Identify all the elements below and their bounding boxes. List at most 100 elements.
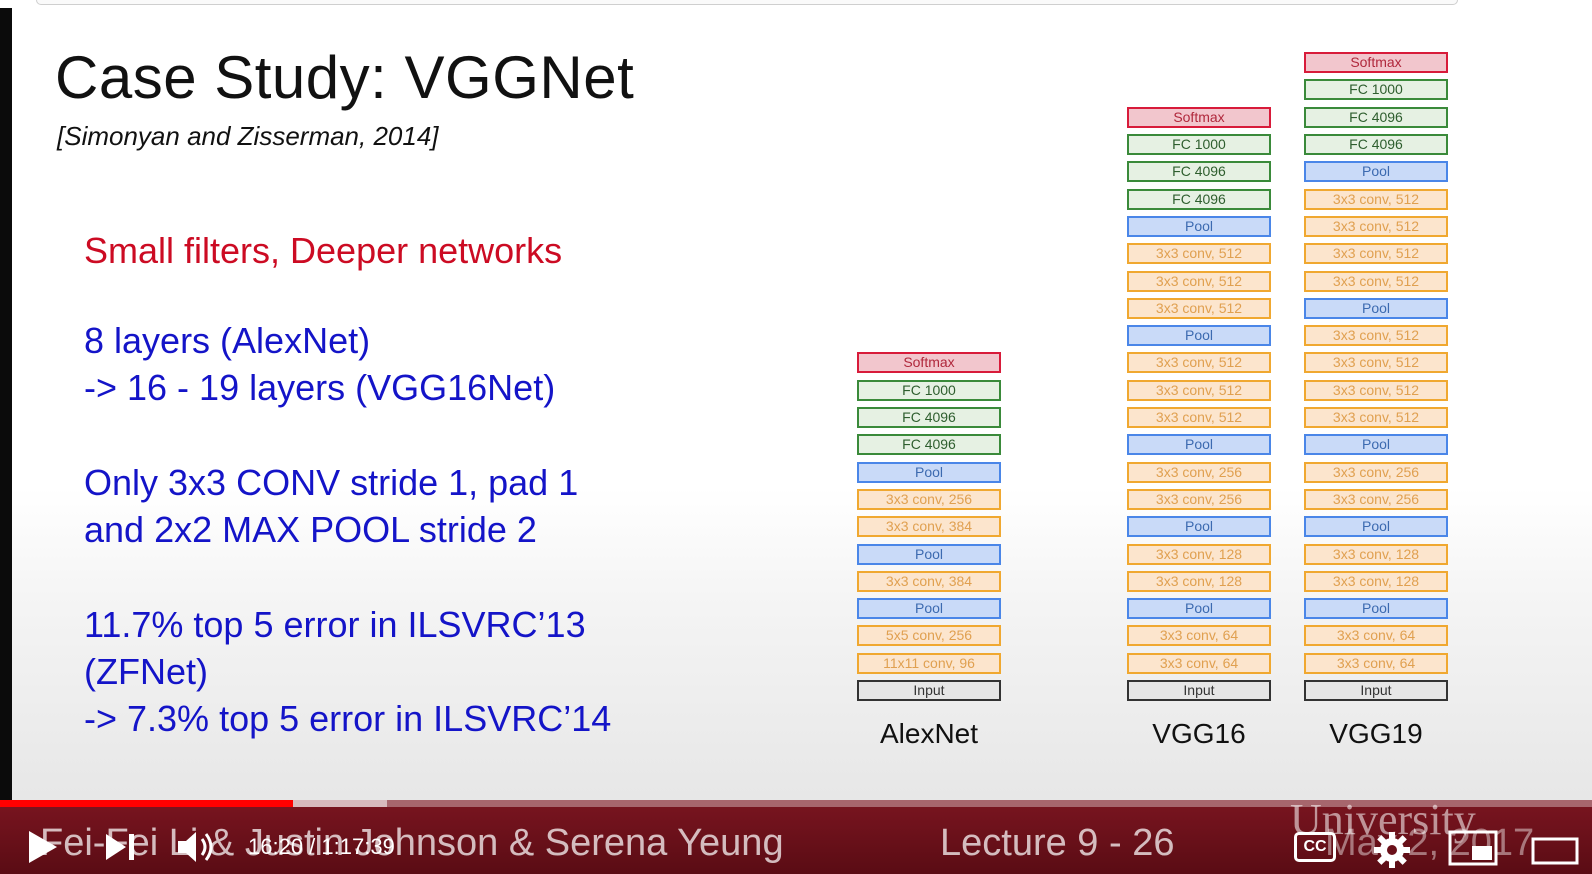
layer-box-pool: Pool — [857, 598, 1001, 620]
cc-label: CC — [1303, 838, 1327, 855]
video-player-controls: Fei-Fei Li & Justin Johnson & Serena Yeu… — [0, 800, 1592, 874]
theater-icon — [1531, 837, 1579, 865]
layer-box-fc: FC 1000 — [1127, 134, 1271, 155]
bullet-zfnet: (ZFNet) — [84, 651, 208, 692]
gear-icon — [1374, 832, 1410, 868]
bullet-small-filters: Small filters, Deeper networks — [84, 230, 563, 271]
settings-button[interactable] — [1372, 830, 1412, 874]
layer-box-conv: 3x3 conv, 512 — [1304, 188, 1448, 210]
layer-box-input: Input — [857, 680, 1001, 701]
miniplayer-icon — [1448, 830, 1498, 866]
layer-box-conv: 3x3 conv, 256 — [1304, 488, 1448, 510]
layer-box-conv: 3x3 conv, 384 — [857, 570, 1001, 592]
layer-box-conv: 3x3 conv, 512 — [1127, 352, 1271, 374]
next-icon — [106, 834, 134, 860]
layer-box-pool: Pool — [857, 461, 1001, 483]
layer-box-conv: 3x3 conv, 64 — [1127, 652, 1271, 674]
layer-box-conv: 3x3 conv, 256 — [1127, 488, 1271, 510]
layer-box-conv: 3x3 conv, 512 — [1127, 297, 1271, 319]
layer-box-conv: 3x3 conv, 512 — [1304, 243, 1448, 265]
time-separator: / — [303, 834, 322, 859]
slide-title: Case Study: VGGNet — [55, 44, 635, 111]
layer-box-pool: Pool — [1304, 516, 1448, 538]
volume-button[interactable] — [176, 830, 220, 869]
time-display: 16:20 / 1:17:39 — [248, 834, 395, 860]
lecture-slide: Case Study: VGGNet [Simonyan and Zisserm… — [12, 8, 1592, 810]
layer-box-pool: Pool — [1127, 516, 1271, 538]
network-label-vgg16: VGG16 — [1152, 718, 1246, 749]
layer-box-fc: FC 1000 — [1304, 79, 1448, 101]
layer-box-conv: 3x3 conv, 128 — [1127, 543, 1271, 565]
layer-box-pool: Pool — [1127, 434, 1271, 456]
layer-box-softmax: Softmax — [1127, 106, 1271, 128]
slide-citation: [Simonyan and Zisserman, 2014] — [57, 121, 439, 151]
layer-box-input: Input — [1304, 680, 1448, 701]
network-label-vgg19: VGG19 — [1329, 718, 1423, 749]
slide-footer-lecture: Lecture 9 - 26 — [940, 822, 1175, 864]
miniplayer-button[interactable] — [1448, 830, 1498, 871]
layer-box-conv: 3x3 conv, 256 — [857, 488, 1001, 510]
bullet-vgg-error: -> 7.3% top 5 error in ILSVRC’14 — [84, 698, 612, 739]
layer-box-fc: FC 4096 — [857, 434, 1001, 456]
bullet-alexnet-layers: 8 layers (AlexNet) — [84, 320, 371, 361]
layer-box-conv: 3x3 conv, 512 — [1304, 407, 1448, 428]
layer-box-softmax: Softmax — [1304, 52, 1448, 74]
bullet-zfnet-error: 11.7% top 5 error in ILSVRC’13 — [84, 604, 586, 645]
network-label-alexnet: AlexNet — [879, 718, 979, 749]
layer-box-conv: 3x3 conv, 512 — [1304, 270, 1448, 292]
layer-box-softmax: Softmax — [857, 352, 1001, 374]
progress-played — [0, 800, 293, 807]
bullet-vgg-layers: -> 16 - 19 layers (VGG16Net) — [84, 367, 556, 408]
layer-box-conv: 3x3 conv, 256 — [1127, 461, 1271, 483]
current-time: 16:20 — [248, 834, 304, 859]
layer-box-conv: 3x3 conv, 512 — [1127, 379, 1271, 401]
layer-box-conv: 3x3 conv, 512 — [1127, 407, 1271, 428]
left-letterbox — [0, 8, 12, 810]
layer-box-conv: 3x3 conv, 128 — [1304, 570, 1448, 592]
address-bar-edge — [36, 0, 1458, 5]
slide-footer-authors: Fei-Fei Li & Justin Johnson & Serena Yeu… — [40, 822, 784, 864]
layer-box-input: Input — [1127, 680, 1271, 701]
layer-box-conv: 3x3 conv, 512 — [1304, 379, 1448, 401]
layer-box-conv: 3x3 conv, 128 — [1127, 570, 1271, 592]
next-button[interactable] — [104, 832, 136, 867]
layer-box-conv: 3x3 conv, 384 — [857, 516, 1001, 538]
play-icon — [29, 831, 57, 863]
layer-box-pool: Pool — [1127, 598, 1271, 620]
layer-box-pool: Pool — [1304, 434, 1448, 456]
layer-box-fc: FC 1000 — [857, 379, 1001, 401]
layer-box-conv: 3x3 conv, 64 — [1127, 625, 1271, 647]
layer-box-conv: 11x11 conv, 96 — [857, 652, 1001, 674]
progress-bar[interactable] — [0, 800, 1592, 807]
layer-box-pool: Pool — [857, 543, 1001, 565]
layer-box-conv: 3x3 conv, 512 — [1304, 325, 1448, 347]
layer-box-conv: 3x3 conv, 64 — [1304, 652, 1448, 674]
slide-footer-date: May 2, 2017 — [1325, 822, 1535, 864]
layer-box-conv: 3x3 conv, 512 — [1304, 215, 1448, 237]
layer-box-conv: 3x3 conv, 512 — [1127, 243, 1271, 265]
layer-box-pool: Pool — [1304, 297, 1448, 319]
layer-box-fc: FC 4096 — [857, 407, 1001, 428]
layer-box-fc: FC 4096 — [1304, 106, 1448, 128]
layer-box-pool: Pool — [1127, 325, 1271, 347]
layer-box-conv: 3x3 conv, 128 — [1304, 543, 1448, 565]
captions-button[interactable]: CC — [1294, 832, 1336, 862]
layer-box-conv: 3x3 conv, 256 — [1304, 461, 1448, 483]
layer-box-pool: Pool — [1127, 215, 1271, 237]
play-button[interactable] — [25, 829, 59, 870]
layer-box-fc: FC 4096 — [1304, 134, 1448, 155]
volume-icon — [178, 832, 213, 862]
duration: 1:17:39 — [321, 834, 395, 859]
bullet-maxpool: and 2x2 MAX POOL stride 2 — [84, 509, 537, 550]
layer-box-pool: Pool — [1304, 598, 1448, 620]
theater-mode-button[interactable] — [1530, 836, 1580, 871]
layer-box-conv: 5x5 conv, 256 — [857, 625, 1001, 647]
bullet-conv-stride: Only 3x3 CONV stride 1, pad 1 — [84, 462, 579, 503]
layer-box-conv: 3x3 conv, 512 — [1304, 352, 1448, 374]
layer-box-pool: Pool — [1304, 161, 1448, 183]
layer-box-fc: FC 4096 — [1127, 161, 1271, 183]
layer-box-conv: 3x3 conv, 512 — [1127, 270, 1271, 292]
layer-box-conv: 3x3 conv, 64 — [1304, 625, 1448, 647]
browser-top-edge — [0, 0, 1592, 8]
